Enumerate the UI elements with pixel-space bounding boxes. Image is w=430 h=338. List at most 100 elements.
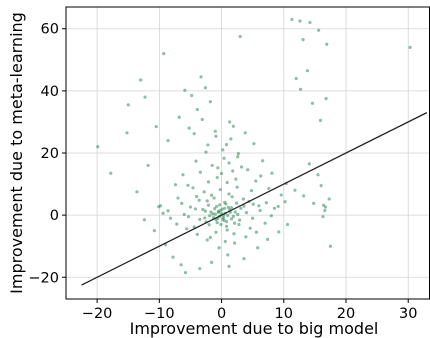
data-point bbox=[294, 76, 298, 81]
data-point bbox=[179, 263, 183, 267]
data-point bbox=[276, 204, 280, 209]
data-point bbox=[224, 202, 228, 206]
data-point bbox=[214, 204, 219, 209]
data-point bbox=[251, 216, 255, 220]
data-point bbox=[192, 132, 196, 136]
data-point bbox=[214, 230, 218, 234]
data-point bbox=[109, 171, 113, 175]
data-point bbox=[270, 171, 274, 175]
x-tick-label: 10 bbox=[275, 306, 293, 322]
data-point bbox=[238, 34, 242, 39]
data-point bbox=[325, 42, 329, 46]
x-axis-ticks: −20 −10 0 10 20 30 bbox=[82, 299, 417, 322]
y-tick-label: 20 bbox=[41, 146, 59, 162]
data-point bbox=[224, 224, 229, 228]
data-point bbox=[236, 152, 240, 156]
y-tick-label: −20 bbox=[28, 270, 59, 286]
data-point bbox=[256, 246, 260, 250]
data-point bbox=[263, 221, 267, 225]
x-tick-label: −10 bbox=[144, 306, 175, 322]
data-point bbox=[187, 126, 191, 130]
data-point bbox=[205, 238, 209, 242]
data-point bbox=[239, 165, 244, 169]
y-tick-label: 0 bbox=[50, 208, 59, 224]
data-point bbox=[185, 227, 189, 231]
data-point bbox=[301, 38, 305, 42]
data-point bbox=[139, 78, 143, 82]
data-point bbox=[198, 266, 202, 271]
reference-line bbox=[81, 112, 428, 286]
data-point bbox=[213, 207, 217, 211]
data-point bbox=[168, 216, 173, 220]
data-point bbox=[305, 69, 310, 73]
data-point bbox=[243, 131, 247, 135]
data-point bbox=[233, 210, 237, 214]
data-point bbox=[272, 206, 277, 210]
data-point bbox=[125, 131, 129, 135]
data-point bbox=[177, 115, 181, 119]
data-point bbox=[323, 205, 328, 209]
data-point bbox=[207, 223, 211, 227]
data-point bbox=[202, 190, 206, 194]
data-point bbox=[252, 142, 256, 146]
data-point bbox=[200, 117, 204, 122]
data-point bbox=[195, 107, 199, 112]
data-point bbox=[237, 222, 241, 227]
data-point bbox=[241, 197, 245, 201]
data-point bbox=[248, 226, 252, 230]
data-point bbox=[231, 169, 235, 173]
data-point bbox=[203, 216, 207, 220]
data-point bbox=[166, 209, 170, 213]
data-point bbox=[190, 93, 194, 98]
data-point bbox=[186, 215, 191, 219]
data-points bbox=[96, 17, 412, 275]
data-point bbox=[96, 145, 100, 149]
data-point bbox=[267, 186, 271, 191]
data-point bbox=[209, 210, 213, 214]
data-point bbox=[227, 264, 231, 268]
data-point bbox=[307, 162, 311, 166]
data-point bbox=[408, 45, 412, 49]
data-point bbox=[219, 171, 224, 176]
data-point bbox=[198, 217, 202, 222]
data-point bbox=[236, 212, 240, 217]
data-point bbox=[234, 177, 238, 181]
data-point bbox=[218, 208, 222, 213]
data-point bbox=[225, 228, 229, 232]
data-point bbox=[222, 156, 226, 160]
data-point bbox=[264, 201, 268, 205]
data-point bbox=[324, 97, 328, 101]
data-point bbox=[195, 194, 199, 199]
data-point bbox=[197, 198, 201, 202]
data-point bbox=[194, 159, 198, 163]
data-point bbox=[213, 129, 217, 133]
data-point bbox=[201, 207, 205, 212]
data-point bbox=[285, 222, 290, 227]
data-point bbox=[261, 159, 265, 163]
data-point bbox=[283, 200, 287, 204]
y-tick-label: 40 bbox=[41, 84, 59, 100]
data-point bbox=[204, 150, 208, 154]
data-point bbox=[183, 88, 187, 92]
data-point bbox=[251, 202, 255, 206]
data-point bbox=[206, 180, 211, 184]
data-point bbox=[244, 235, 248, 239]
data-point bbox=[298, 87, 303, 91]
data-point bbox=[231, 214, 235, 218]
data-point bbox=[298, 19, 302, 23]
data-point bbox=[317, 28, 321, 32]
data-point bbox=[146, 163, 150, 168]
data-point bbox=[198, 170, 202, 174]
data-point bbox=[203, 209, 207, 213]
x-tick-label: 30 bbox=[399, 306, 417, 322]
data-point bbox=[181, 173, 185, 177]
x-tick-label: −20 bbox=[82, 306, 113, 322]
data-point bbox=[126, 103, 130, 107]
data-point bbox=[152, 229, 156, 233]
data-point bbox=[182, 212, 186, 217]
data-point bbox=[191, 186, 195, 190]
data-point bbox=[258, 208, 262, 213]
data-point bbox=[210, 163, 214, 168]
data-point bbox=[208, 214, 212, 218]
